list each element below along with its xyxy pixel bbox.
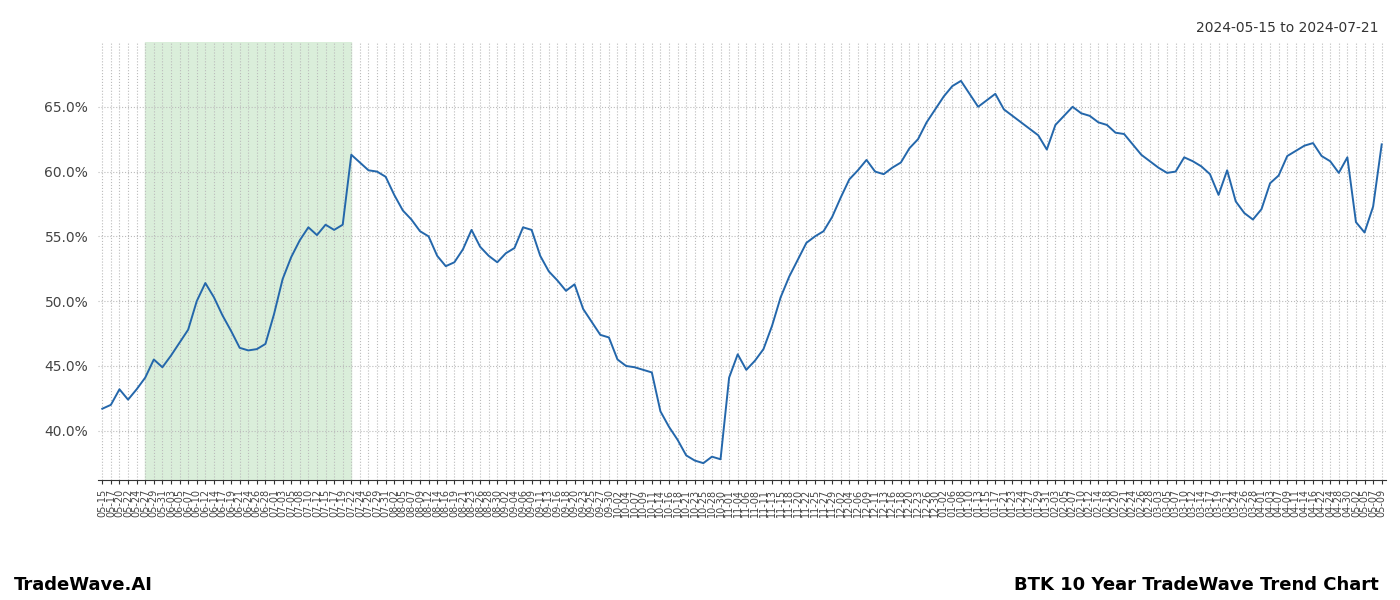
- Bar: [146, 42, 351, 480]
- Text: BTK 10 Year TradeWave Trend Chart: BTK 10 Year TradeWave Trend Chart: [1014, 576, 1379, 594]
- Text: 2024-05-15 to 2024-07-21: 2024-05-15 to 2024-07-21: [1197, 21, 1379, 35]
- Text: TradeWave.AI: TradeWave.AI: [14, 576, 153, 594]
